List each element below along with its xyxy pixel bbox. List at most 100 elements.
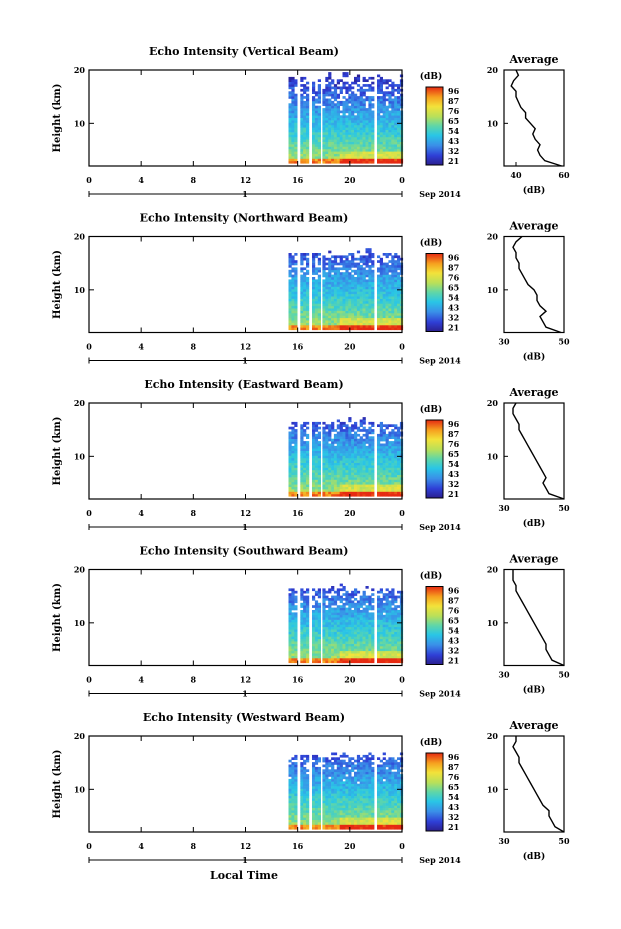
- colorbar-unit: (dB): [420, 404, 442, 415]
- heatmap-cell: [314, 489, 319, 492]
- heatmap-cell: [371, 484, 375, 487]
- heatmap-cell: [379, 272, 383, 275]
- heatmap-cell: [291, 298, 295, 302]
- heatmap-cell: [312, 127, 316, 130]
- heatmap-cell: [382, 100, 386, 104]
- heatmap-cell: [317, 122, 321, 126]
- heatmap-cell: [377, 158, 381, 162]
- heatmap-cell: [339, 322, 343, 326]
- heatmap-cell: [394, 477, 398, 480]
- heatmap-cell: [331, 634, 335, 637]
- heatmap-cell: [348, 460, 352, 463]
- heatmap-cell: [303, 124, 307, 128]
- heatmap-cell: [288, 438, 292, 442]
- heatmap-cell: [385, 124, 389, 128]
- heatmap-cell: [331, 158, 335, 162]
- heatmap-cell: [379, 465, 383, 468]
- heatmap-cell: [317, 457, 321, 461]
- heatmap-cell: [336, 79, 340, 82]
- colorbar-tick-label: 21: [448, 656, 459, 666]
- heatmap-cell: [288, 802, 292, 806]
- heatmap-cell: [351, 151, 355, 154]
- date-label: Sep 2014: [419, 522, 461, 532]
- heatmap-cell: [331, 284, 335, 287]
- heatmap-cell: [339, 424, 343, 427]
- heatmap-cell: [371, 141, 375, 145]
- heatmap-cell: [314, 786, 319, 789]
- heatmap-cell: [312, 301, 316, 304]
- heatmap-cell: [291, 634, 295, 637]
- heatmap-cell: [379, 298, 383, 302]
- heatmap-cell: [306, 127, 310, 130]
- heatmap-cell: [385, 148, 389, 152]
- heatmap-cell: [368, 622, 372, 625]
- heatmap-cell: [322, 493, 326, 497]
- heatmap-cell: [336, 655, 340, 659]
- heatmap-cell: [317, 298, 321, 302]
- heatmap-cell: [388, 477, 392, 480]
- heatmap-cell: [291, 477, 295, 480]
- heatmap-cell: [312, 327, 316, 331]
- heatmap-cell: [339, 598, 343, 601]
- heatmap-cell: [291, 648, 295, 652]
- heatmap-cell: [328, 281, 332, 285]
- heatmap-cell: [288, 269, 292, 273]
- heatmap-cell: [328, 817, 332, 820]
- heatmap-cell: [379, 325, 383, 328]
- heatmap-cell: [339, 769, 343, 772]
- heatmap-cell: [303, 322, 307, 326]
- x-tick-label: 12: [240, 175, 251, 185]
- heatmap-cell: [342, 112, 346, 116]
- heatmap-cell: [362, 325, 366, 328]
- heatmap-cell: [331, 795, 335, 799]
- heatmap-cell: [339, 301, 343, 304]
- heatmap-cell: [288, 636, 292, 640]
- heatmap-cell: [291, 622, 295, 625]
- heatmap-cell: [351, 298, 355, 302]
- heatmap-cell: [303, 617, 307, 620]
- heatmap-cell: [314, 612, 319, 616]
- heatmap-cell: [331, 313, 335, 316]
- heatmap-cell: [291, 91, 295, 94]
- heatmap-cell: [312, 462, 316, 466]
- heatmap-cell: [345, 88, 349, 92]
- heatmap-cell: [348, 641, 352, 644]
- heatmap-cell: [354, 610, 358, 613]
- heatmap-cell: [339, 658, 343, 661]
- heatmap-cell: [368, 438, 372, 442]
- heatmap-cell: [365, 98, 369, 102]
- heatmap-cell: [382, 134, 386, 138]
- heatmap-cell: [325, 455, 329, 459]
- heatmap-cell: [300, 424, 304, 427]
- heatmap-cell: [294, 619, 298, 623]
- heatmap-cell: [291, 438, 295, 442]
- heatmap-cell: [397, 469, 401, 473]
- heatmap-cell: [379, 491, 383, 495]
- heatmap-cell: [397, 624, 401, 628]
- heatmap-cell: [306, 303, 310, 307]
- heatmap-cell: [379, 117, 383, 121]
- heatmap-cell: [291, 786, 295, 789]
- heatmap-cell: [291, 631, 295, 635]
- heatmap-cell: [322, 255, 326, 259]
- heatmap-cell: [362, 284, 366, 287]
- heatmap-cell: [288, 626, 292, 630]
- heatmap-cell: [331, 457, 335, 461]
- heatmap-cell: [377, 105, 381, 109]
- heatmap-cell: [345, 660, 349, 664]
- heatmap-cell: [325, 769, 329, 772]
- heatmap-cell: [328, 624, 332, 628]
- heatmap-cell: [394, 148, 398, 152]
- heatmap-cell: [382, 457, 386, 461]
- avg-x-tick-label: 50: [558, 503, 570, 513]
- heatmap-cell: [303, 634, 307, 637]
- heatmap-cell: [328, 262, 332, 266]
- heatmap-cell: [322, 298, 326, 302]
- heatmap-cell: [362, 443, 366, 447]
- heatmap-cell: [322, 764, 326, 768]
- heatmap-cell: [388, 327, 392, 331]
- heatmap-cell: [351, 305, 355, 309]
- heatmap-cell: [388, 610, 392, 613]
- heatmap-cell: [339, 272, 343, 275]
- heatmap-cell: [300, 103, 304, 106]
